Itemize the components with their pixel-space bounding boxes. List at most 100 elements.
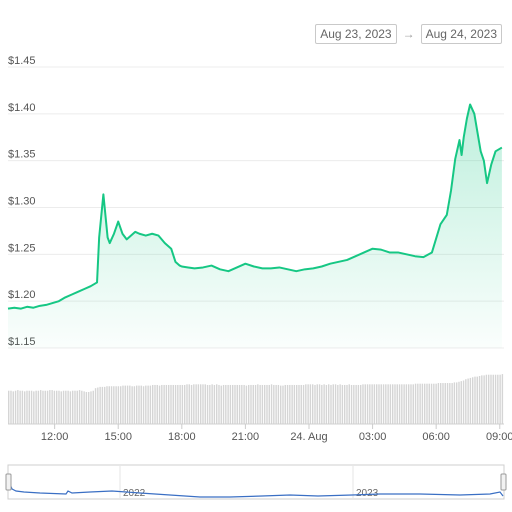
arrow-right-icon: → — [402, 27, 415, 41]
volume-bar — [344, 384, 346, 424]
volume-bar — [330, 384, 332, 424]
volume-bar — [478, 376, 481, 424]
volume-bar — [12, 391, 14, 424]
date-to-input[interactable]: Aug 24, 2023 — [420, 24, 502, 44]
volume-bar — [195, 384, 197, 424]
volume-bar — [405, 384, 408, 424]
volume-bar — [40, 390, 42, 424]
volume-bar — [366, 384, 369, 424]
volume-bar — [101, 386, 104, 424]
x-tick-label: 18:00 — [168, 431, 196, 443]
volume-bar — [312, 384, 314, 424]
volume-bar — [360, 384, 362, 424]
volume-bar — [243, 384, 245, 424]
x-tick-label: 12:00 — [41, 431, 69, 443]
volume-bar — [286, 384, 289, 424]
volume-bar — [453, 382, 456, 424]
volume-bar — [145, 385, 147, 424]
volume-bar — [481, 375, 483, 424]
volume-bar — [69, 391, 72, 424]
volume-bar — [44, 390, 46, 424]
volume-bar — [296, 384, 298, 424]
x-tick-label: 09:00 — [486, 431, 512, 443]
volume-bar — [197, 384, 200, 424]
volume-bar — [177, 384, 179, 424]
volume-bar — [476, 376, 478, 424]
volume-bar — [435, 383, 437, 424]
volume-bar — [186, 384, 188, 424]
volume-bar — [56, 390, 58, 424]
y-tick-label: $1.45 — [8, 55, 36, 67]
volume-bar — [165, 384, 168, 424]
volume-bar — [245, 385, 248, 424]
volume-bar — [142, 386, 145, 424]
volume-bar — [17, 390, 19, 424]
volume-bar — [188, 384, 190, 424]
volume-bar — [76, 390, 78, 424]
range-navigator[interactable]: 2022 2023 — [5, 464, 507, 500]
volume-bar — [209, 384, 211, 424]
volume-bar — [382, 384, 385, 424]
volume-bar — [241, 384, 243, 424]
volume-bar — [124, 385, 126, 424]
navigator-handle-right[interactable] — [500, 473, 507, 491]
volume-bar — [398, 384, 401, 424]
volume-bar — [394, 384, 396, 424]
volume-bar — [282, 385, 284, 424]
volume-bar — [81, 390, 83, 424]
volume-bar — [248, 384, 250, 424]
volume-bar — [458, 381, 460, 424]
volume-bar — [472, 377, 474, 424]
y-tick-label: $1.30 — [8, 196, 36, 208]
x-tick-label: 06:00 — [422, 431, 450, 443]
volume-bar — [392, 384, 394, 424]
volume-bar — [8, 390, 10, 424]
date-from-input[interactable]: Aug 23, 2023 — [315, 24, 397, 44]
volume-bar — [225, 384, 227, 424]
volume-bar — [446, 383, 449, 424]
volume-bar — [136, 385, 138, 424]
volume-bar — [408, 384, 410, 424]
x-tick-label: 24. Aug — [290, 431, 327, 443]
volume-bar — [58, 390, 60, 424]
volume-bar — [21, 390, 24, 424]
volume-bar — [337, 384, 339, 424]
volume-bar — [106, 386, 108, 424]
volume-bar — [499, 374, 501, 424]
volume-bar — [275, 384, 277, 424]
price-line[interactable] — [7, 103, 503, 310]
volume-bar — [83, 391, 85, 424]
volume-bar — [227, 384, 229, 424]
volume-bar — [97, 387, 99, 424]
volume-bar — [152, 384, 154, 424]
volume-bar — [163, 384, 165, 424]
volume-bar — [460, 381, 462, 424]
volume-bar — [321, 384, 323, 424]
volume-bar — [437, 383, 440, 424]
volume-bar — [110, 386, 113, 424]
volume-bar — [302, 384, 305, 424]
volume-bar — [483, 375, 485, 424]
y-axis: $1.45$1.40$1.35$1.30$1.25$1.20$1.15 — [8, 55, 36, 348]
volume-bar — [28, 390, 30, 424]
volume-bar — [92, 390, 94, 424]
volume-bar — [104, 386, 106, 424]
volume-bar — [444, 383, 446, 424]
volume-bar — [49, 390, 51, 424]
volume-bar — [154, 384, 156, 424]
volume-bar — [412, 384, 414, 424]
volume-bar — [94, 388, 97, 424]
x-tick-label: 15:00 — [104, 431, 132, 443]
volume-bar — [200, 384, 202, 424]
volume-bar — [99, 386, 101, 424]
volume-bar — [220, 385, 222, 424]
volume-bar — [174, 384, 177, 424]
navigator-year-label: 2022 — [123, 488, 146, 499]
volume-bar — [10, 390, 12, 424]
volume-bar — [298, 384, 300, 424]
volume-bar — [334, 384, 337, 424]
volume-bar — [74, 390, 76, 424]
navigator-handle-left[interactable] — [5, 473, 12, 491]
volume-bar — [158, 385, 161, 424]
